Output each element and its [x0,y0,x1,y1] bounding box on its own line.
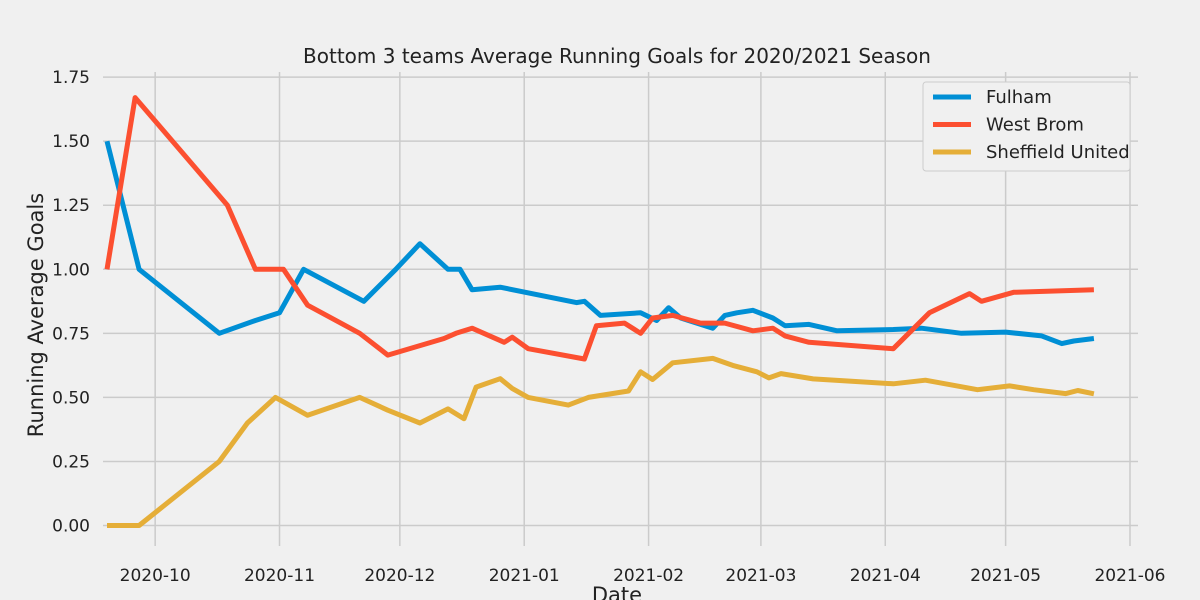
series-line-fulham [104,140,1095,347]
x-tick-label: 2021-05 [970,566,1041,586]
x-tick-label: 2021-04 [850,566,921,586]
y-tick-label: 1.50 [52,132,90,152]
chart-title: Bottom 3 teams Average Running Goals for… [303,44,931,68]
x-tick-label: 2020-10 [120,566,191,586]
series-lines [104,95,1095,528]
x-tick-label: 2021-01 [489,566,560,586]
legend-label: Fulham [986,87,1052,108]
y-tick-label: 0.00 [52,517,90,537]
series-line-west-brom [104,95,1094,362]
legend-label: West Brom [986,115,1084,136]
y-tick-label: 1.00 [52,260,90,280]
y-tick-label: 0.50 [52,388,90,408]
x-tick-label: 2021-02 [613,566,684,586]
legend: Fulham West Brom Sheffield United [922,81,1131,172]
legend-label: Sheffield United [986,142,1130,163]
y-tick-label: 1.25 [52,196,90,216]
x-tick-label: 2020-12 [364,566,435,586]
legend-box [922,81,1131,172]
y-tick-label: 0.25 [52,452,90,472]
series-line-sheffield-united [107,355,1095,528]
x-tick-label: 2020-11 [244,566,315,586]
y-tick-label: 0.75 [52,324,90,344]
x-tick-label: 2021-06 [1094,566,1165,586]
y-tick-label: 1.75 [52,68,90,88]
y-axis-label: Running Average Goals [24,193,48,437]
tick-labels: 2020-10 2020-11 2020-12 2021-01 2021-02 2021-… [52,68,1165,586]
x-tick-label: 2021-03 [725,566,796,586]
x-axis-label: Date [592,583,642,600]
